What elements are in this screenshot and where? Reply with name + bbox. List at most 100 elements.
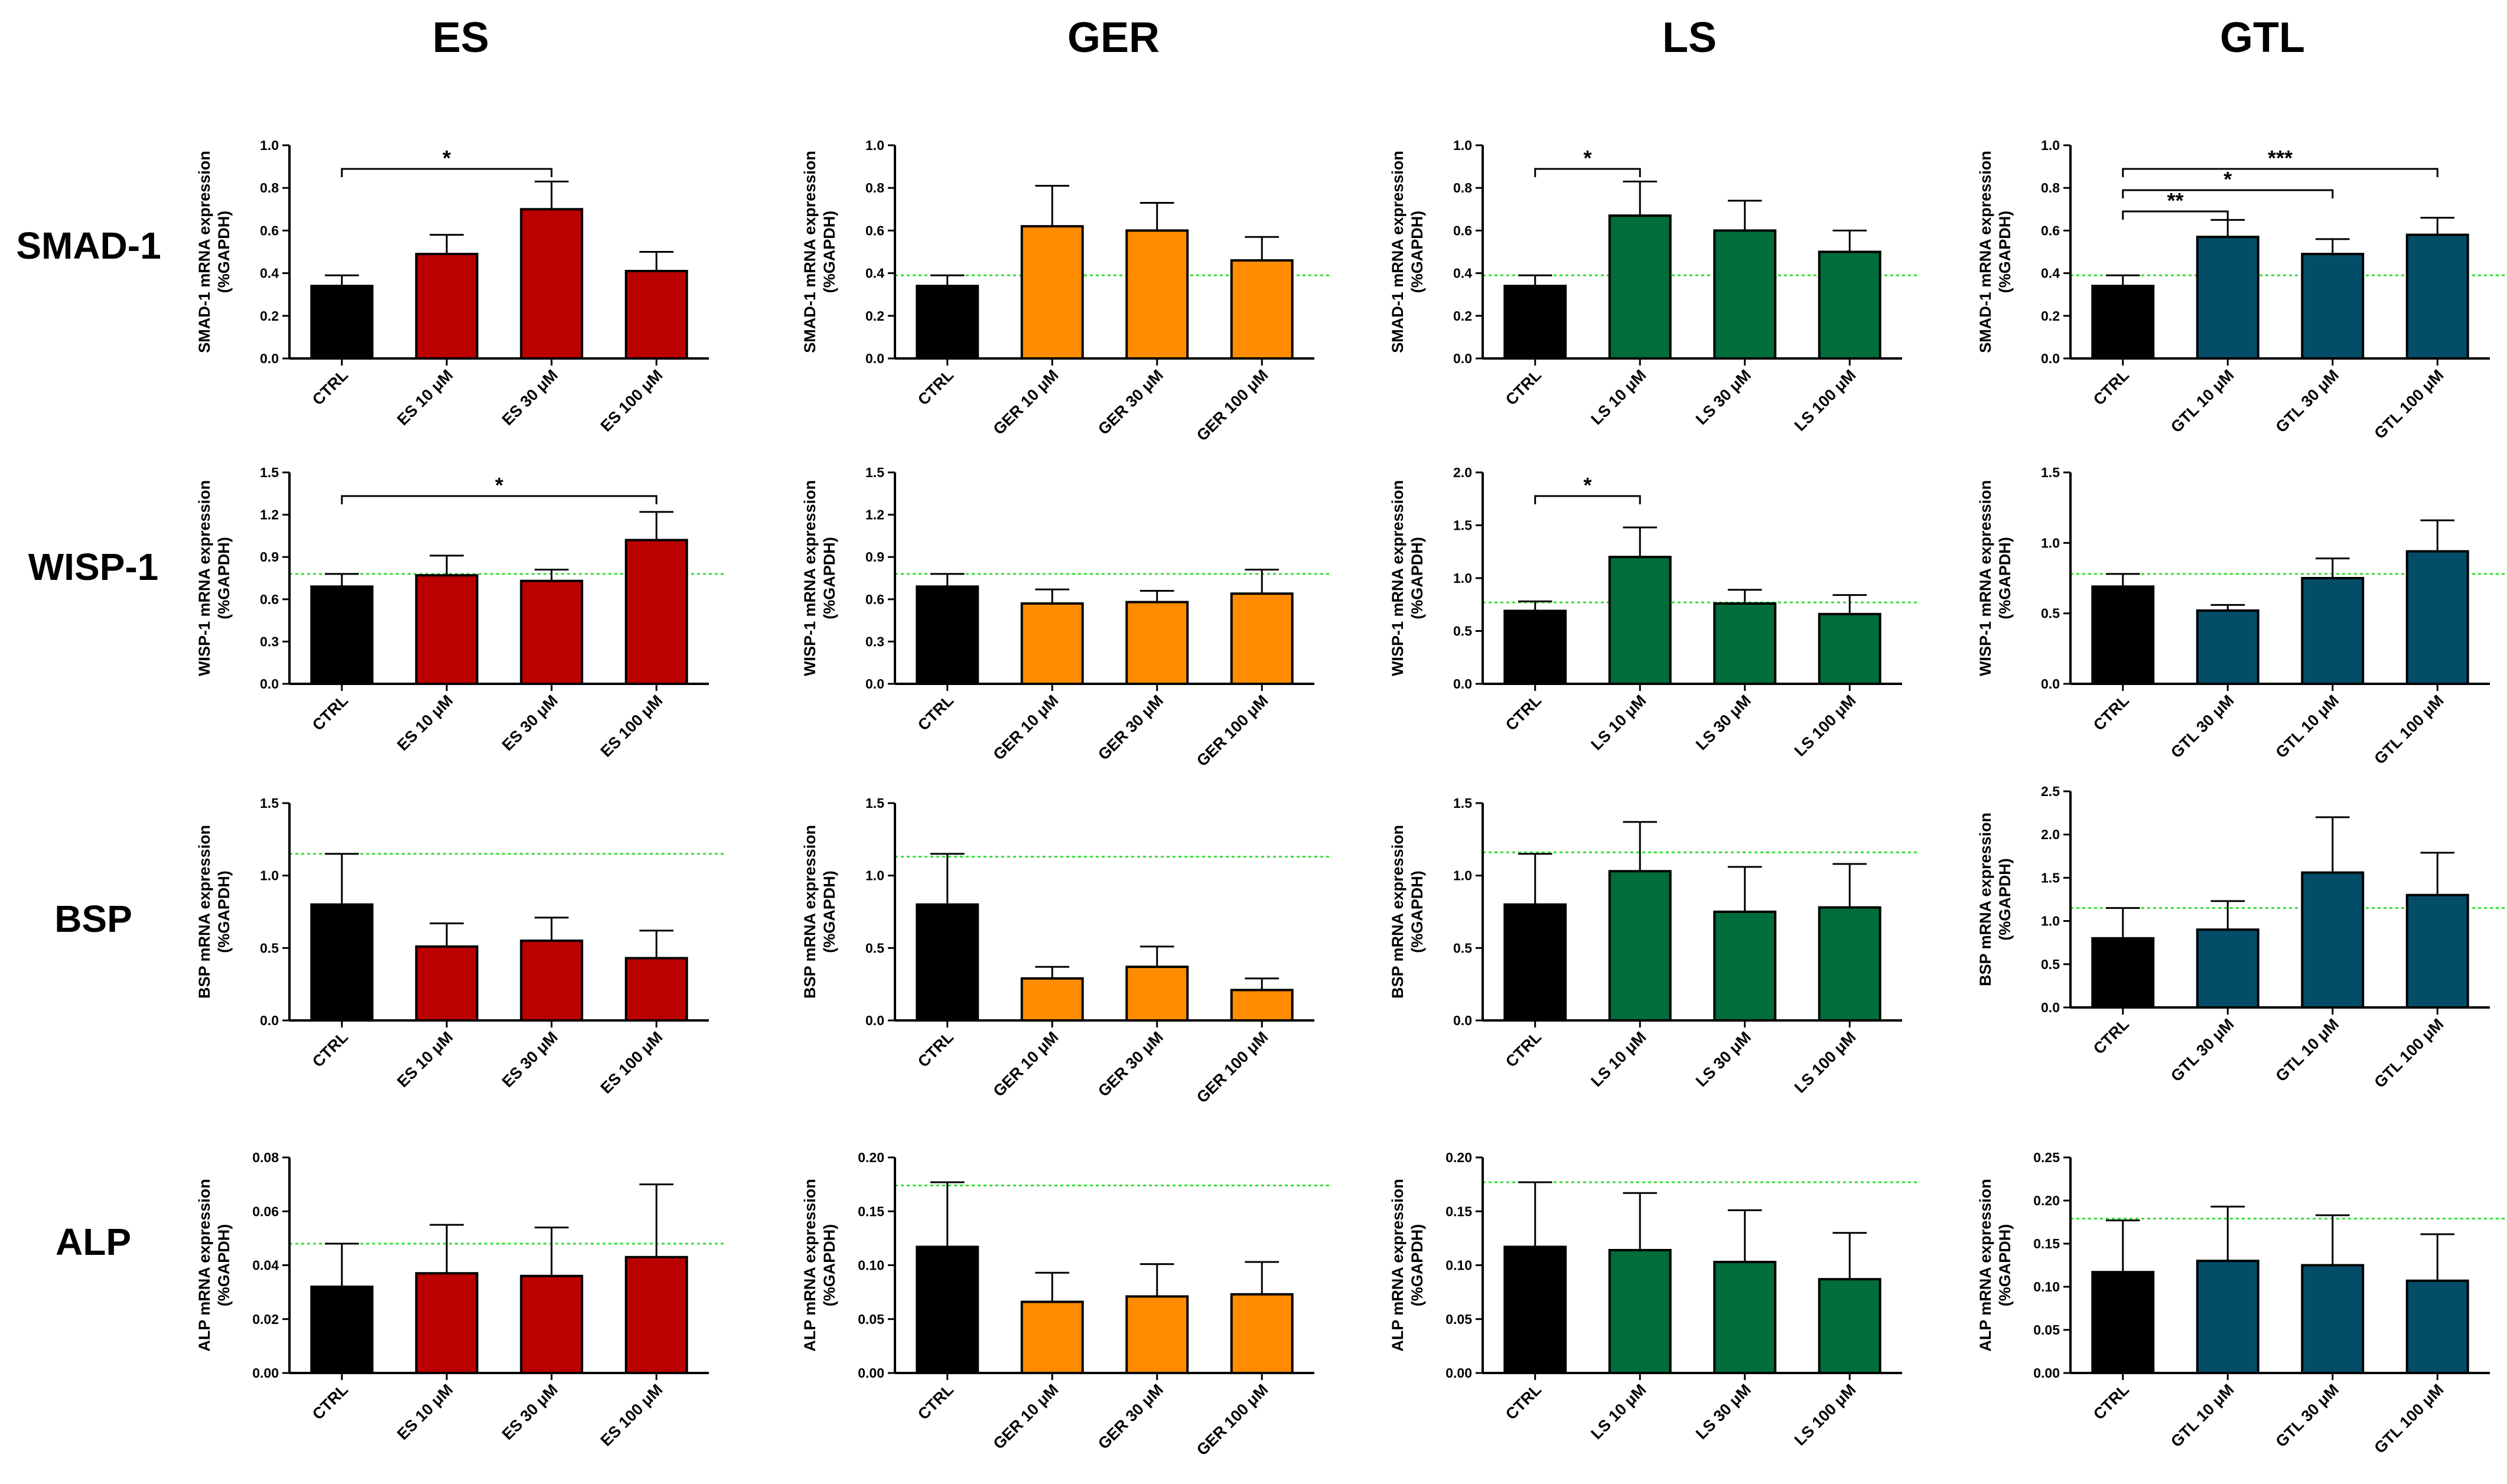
y-tick-label: 0.4: [2041, 266, 2060, 281]
y-tick-label: 0.6: [865, 223, 884, 238]
x-tick-label: LS 100 μM: [1791, 1028, 1860, 1097]
x-tick-label: CTRL: [309, 692, 351, 734]
x-tick-label: CTRL: [914, 366, 957, 409]
chart-alp-gtl: CTRL GTL 10 μM GTL 30 μM GTL 100 μM 0.00 0.05…: [1977, 1150, 2507, 1457]
significance-bracket: [2122, 210, 2229, 220]
x-tick-label: GTL 10 μM: [2167, 366, 2237, 436]
y-tick-label: 2.5: [2041, 784, 2060, 799]
x-tick-label: CTRL: [914, 692, 957, 734]
bar-ctrl: [2091, 1271, 2155, 1374]
chart-bsp-es: CTRL ES 10 μM ES 30 μM ES 100 μM 0.0 0.5 1.0 1.…: [196, 795, 727, 1097]
row-title-alp: ALP: [56, 1221, 131, 1263]
x-tick-label: CTRL: [2090, 1015, 2132, 1058]
bar-ctrl: [1503, 1245, 1567, 1375]
bar-ls-30-m: [1713, 1261, 1777, 1374]
bar-ger-100-m: [1230, 592, 1294, 686]
x-tick-label: GTL 10 μM: [2167, 1381, 2237, 1450]
y-axis-label: SMAD-1 mRNA expression: [1389, 151, 1406, 353]
x-tick-label: GER 10 μM: [989, 692, 1062, 764]
y-tick-label: 0.0: [865, 351, 884, 366]
x-tick-label: CTRL: [309, 1381, 351, 1423]
chart-panels: CTRL ES 10 μM ES 30 μM ES 100 μM 0.0 0.2 0.4 0.…: [196, 138, 2507, 1459]
y-axis-label: WISP-1 mRNA expression: [196, 480, 213, 676]
x-tick-label: CTRL: [2090, 692, 2132, 734]
significance-bracket: [2122, 168, 2438, 177]
y-tick-label: 0.06: [252, 1203, 279, 1219]
x-tick-label: GER 100 μM: [1193, 366, 1272, 445]
y-tick-label: 1.0: [260, 138, 279, 153]
x-tick-label: CTRL: [2090, 1381, 2132, 1423]
y-axis-label: SMAD-1 mRNA expression: [801, 151, 819, 353]
y-axis-label-unit: (%GAPDH): [821, 870, 838, 953]
bar-gtl-100-m: [2405, 893, 2469, 1009]
x-tick-label: ES 100 μM: [597, 1028, 666, 1097]
x-tick-label: LS 10 μM: [1587, 1381, 1649, 1443]
bar-ger-30-m: [1125, 601, 1189, 685]
x-tick-label: GER 30 μM: [1095, 1028, 1167, 1100]
y-tick-label: 0.10: [2033, 1279, 2060, 1294]
y-tick-label: 0.5: [2041, 957, 2060, 972]
y-axis-label: WISP-1 mRNA expression: [1977, 480, 1994, 676]
bar-es-30-m: [520, 1274, 584, 1374]
y-tick-label: 0.0: [260, 351, 279, 366]
x-tick-label: ES 30 μM: [499, 692, 561, 754]
y-tick-label: 0.5: [1453, 940, 1472, 955]
y-tick-label: 0.4: [1453, 266, 1472, 281]
y-tick-label: 0.4: [260, 266, 279, 281]
bar-ctrl: [2091, 585, 2155, 685]
y-axis-label-unit: (%GAPDH): [1408, 537, 1426, 619]
x-tick-label: LS 10 μM: [1587, 1028, 1649, 1090]
y-axis-label: BSP mRNA expression: [1389, 825, 1406, 999]
bar-ls-10-m: [1608, 556, 1672, 686]
y-tick-label: 0.15: [1445, 1203, 1472, 1219]
y-axis-label-unit: (%GAPDH): [1996, 1224, 2014, 1307]
y-tick-label: 0.8: [1453, 180, 1472, 195]
y-tick-label: 0.9: [865, 549, 884, 565]
x-tick-label: GER 100 μM: [1193, 692, 1272, 770]
bar-es-100-m: [624, 269, 688, 360]
y-tick-label: 0.05: [2033, 1322, 2060, 1338]
x-tick-label: GTL 30 μM: [2272, 366, 2342, 436]
y-tick-label: 1.0: [2041, 138, 2060, 153]
x-tick-label: CTRL: [1502, 1381, 1545, 1423]
x-tick-label: ES 100 μM: [597, 692, 666, 761]
chart-bsp-gtl: CTRL GTL 30 μM GTL 10 μM GTL 100 μM 0.0 0.5 1.…: [1977, 784, 2507, 1091]
y-tick-label: 0.0: [2041, 351, 2060, 366]
x-tick-label: CTRL: [309, 366, 351, 409]
bar-ls-10-m: [1608, 1248, 1672, 1374]
y-axis-label: BSP mRNA expression: [801, 825, 819, 999]
y-axis-label: BSP mRNA expression: [1977, 813, 1994, 986]
y-tick-label: 1.0: [260, 868, 279, 883]
chart-bsp-ls: CTRL LS 10 μM LS 30 μM LS 100 μM 0.0 0.5 1.0 1.…: [1389, 795, 1920, 1097]
bar-ctrl: [916, 903, 979, 1022]
bar-es-30-m: [520, 940, 584, 1022]
bar-es-100-m: [624, 957, 688, 1022]
x-tick-label: CTRL: [2090, 366, 2132, 409]
bar-ctrl: [916, 1245, 979, 1375]
x-tick-label: ES 10 μM: [393, 692, 456, 754]
y-axis-label-unit: (%GAPDH): [1996, 211, 2014, 293]
bar-gtl-100-m: [2405, 550, 2469, 685]
bar-es-30-m: [520, 208, 584, 360]
x-tick-label: ES 100 μM: [597, 1381, 666, 1450]
y-tick-label: 0.2: [2041, 308, 2060, 324]
x-tick-label: CTRL: [1502, 366, 1545, 409]
chart-alp-ger: CTRL GER 10 μM GER 30 μM GER 100 μM 0.00 0.05…: [801, 1150, 1332, 1459]
significance-bracket: [2122, 189, 2334, 198]
x-tick-label: ES 10 μM: [393, 366, 456, 429]
bar-ctrl: [310, 285, 374, 360]
x-tick-label: ES 100 μM: [597, 366, 666, 435]
x-tick-label: GTL 100 μM: [2371, 1381, 2447, 1457]
y-tick-label: 1.0: [2041, 535, 2060, 550]
x-tick-label: GTL 30 μM: [2272, 1381, 2342, 1450]
y-tick-label: 0.2: [865, 308, 884, 324]
y-tick-label: 0.6: [260, 223, 279, 238]
column-title-ls: LS: [1662, 14, 1717, 61]
y-axis-label-unit: (%GAPDH): [1408, 870, 1426, 953]
y-tick-label: 0.15: [2033, 1236, 2060, 1251]
y-tick-label: 0.5: [865, 940, 884, 955]
bar-gtl-10-m: [2301, 871, 2365, 1009]
y-axis-label: ALP mRNA expression: [1977, 1179, 1994, 1352]
x-tick-label: GTL 30 μM: [2167, 692, 2237, 761]
x-tick-label: GER 30 μM: [1095, 692, 1167, 764]
